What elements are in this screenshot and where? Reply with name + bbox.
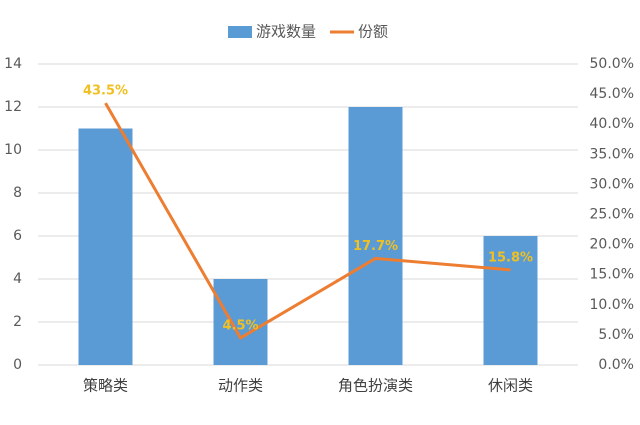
data-label: 43.5%: [83, 84, 128, 99]
y2-tick-label: 35.0%: [590, 146, 634, 162]
x-tick-label: 动作类: [218, 377, 263, 395]
x-tick-label: 角色扮演类: [338, 377, 413, 395]
y2-tick-label: 25.0%: [590, 207, 634, 223]
y2-tick-label: 50.0%: [590, 56, 634, 72]
bar: [348, 107, 403, 365]
y2-tick-label: 45.0%: [590, 86, 634, 102]
bar: [213, 279, 268, 365]
y-tick-label: 10: [4, 142, 22, 158]
bar: [483, 236, 538, 365]
y2-tick-label: 15.0%: [590, 267, 634, 283]
line: [104, 102, 511, 340]
y2-tick-label: 10.0%: [590, 297, 634, 313]
x-tick-label: 策略类: [83, 377, 128, 395]
y-tick-label: 6: [13, 228, 22, 244]
y-tick-label: 14: [4, 56, 22, 72]
legend-label: 份额: [358, 23, 388, 41]
x-tick-label: 休闲类: [488, 377, 533, 395]
bar: [78, 128, 133, 365]
y2-tick-label: 30.0%: [590, 176, 634, 192]
y-tick-label: 8: [13, 185, 22, 201]
legend-swatch: [228, 26, 252, 38]
y2-tick-label: 20.0%: [590, 237, 634, 253]
legend-label: 游戏数量: [256, 23, 316, 41]
data-label: 15.8%: [488, 250, 533, 265]
y-tick-label: 4: [13, 271, 22, 287]
y2-tick-label: 5.0%: [598, 327, 634, 343]
y-tick-label: 2: [13, 314, 22, 330]
y2-tick-label: 40.0%: [590, 116, 634, 132]
y2-tick-label: 0.0%: [598, 357, 634, 373]
data-label: 17.7%: [353, 239, 398, 254]
y-tick-label: 12: [4, 99, 22, 115]
y-tick-label: 0: [13, 357, 22, 373]
data-label: 4.5%: [222, 318, 258, 333]
